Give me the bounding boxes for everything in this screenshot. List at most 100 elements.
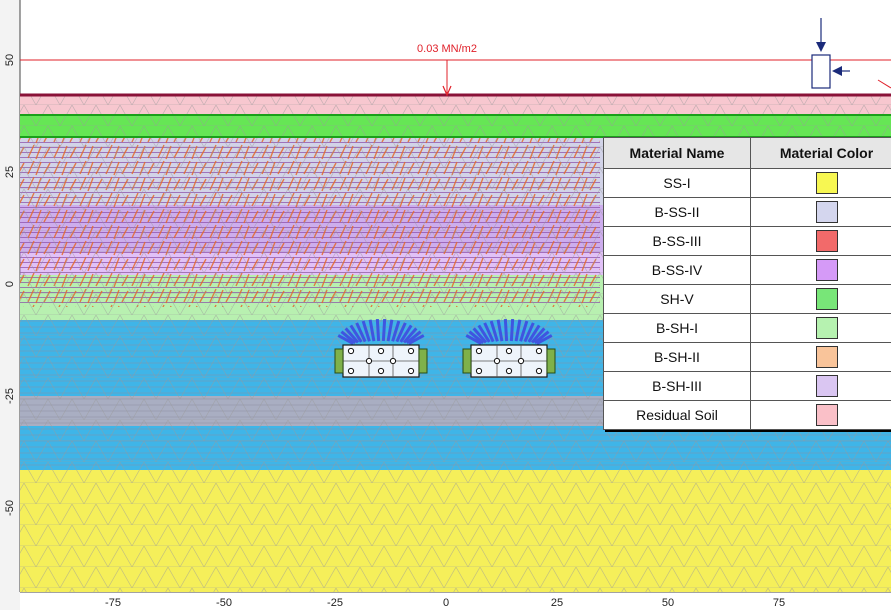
rock-bolt [489,320,499,342]
legend-material-name: B-SH-I [603,313,751,343]
rock-bolt [503,318,509,342]
x-axis-ticks: -75 -50 -25 0 25 50 75 [105,597,785,609]
mesh-node [475,347,483,355]
rock-bolt [399,324,413,343]
rock-bolt [408,334,425,345]
legend-color-swatch [815,230,838,252]
rock-bolt [368,319,376,342]
mesh-node [535,347,543,355]
mesh-node [347,347,355,355]
load-label: 0.03 MN/m2 [417,43,477,55]
mesh-node [505,367,513,375]
mesh-node [377,347,385,355]
legend-row: B-SS-III [603,226,891,256]
legend-color-swatch [815,259,838,281]
side-support [462,348,472,374]
mesh-node [505,347,513,355]
legend-material-name: B-SS-IV [603,255,751,285]
legend-color-swatch [815,404,838,426]
y-tick-label: -50 [4,500,16,516]
y-tick-label: 0 [4,281,16,287]
rock-bolt [483,322,495,343]
y-tick-label: 25 [4,166,16,178]
vertical-ruler [0,0,20,610]
legend-row: Residual Soil [603,400,891,430]
y-axis-ticks: 50 25 0 -25 -50 [4,54,16,516]
mesh-node [407,347,415,355]
legend-color-swatch [815,288,838,310]
legend-header-color: Material Color [750,137,891,169]
mesh-node [407,367,415,375]
legend-row: SH-V [603,284,891,314]
rock-bolt [349,324,363,343]
rock-bolt [337,334,354,345]
rock-bolt [496,319,504,342]
rock-bolt [391,320,401,342]
rock-bolt [402,327,418,344]
legend-material-name: B-SH-III [603,371,751,401]
rock-bolt [355,322,367,343]
rock-bolt [344,327,360,344]
x-tick-label: -75 [105,597,121,609]
legend-header-name: Material Name [603,137,751,169]
side-support [418,348,428,374]
boundary-support-icon [811,18,891,89]
legend-row: B-SS-II [603,197,891,227]
rock-bolt [375,318,381,342]
mesh-node [347,367,355,375]
legend-row: SS-I [603,168,891,198]
legend-material-name: B-SS-II [603,197,751,227]
legend-row: B-SH-II [603,342,891,372]
y-tick-label: -25 [4,388,16,404]
legend-row: B-SS-IV [603,255,891,285]
y-tick-label: 50 [4,54,16,66]
x-tick-label: 0 [443,597,449,609]
x-tick-label: -25 [327,597,343,609]
legend-color-swatch [815,317,838,339]
rock-bolt [530,327,546,344]
mesh-node [377,367,385,375]
x-tick-label: -50 [216,597,232,609]
legend-color-swatch [815,375,838,397]
rock-bolt [514,319,522,342]
rock-bolt [523,322,535,343]
mesh-node [475,367,483,375]
legend-material-name: SH-V [603,284,751,314]
load-arrow-head [442,85,452,97]
rock-bolt [405,330,422,345]
x-tick-label: 50 [662,597,674,609]
side-support [546,348,556,374]
mesh-node [365,357,373,365]
rock-bolt [536,334,553,345]
side-support [334,348,344,374]
legend-header-row: Material Name Material Color [603,137,891,169]
rock-bolt [527,324,541,343]
legend-material-name: Residual Soil [603,400,751,430]
rock-bolt [381,318,387,342]
rock-bolt [340,330,357,345]
legend-material-name: B-SH-II [603,342,751,372]
rock-bolt [395,322,407,343]
legend-color-swatch [815,172,838,194]
rock-bolt [509,318,515,342]
rock-bolt [519,320,529,342]
rock-bolt [472,327,488,344]
mesh-node [517,357,525,365]
material-legend-table: Material Name Material Color SS-I B-SS-I… [603,137,891,430]
legend-color-swatch [815,201,838,223]
rock-bolt [468,330,485,345]
legend-row: B-SH-I [603,313,891,343]
x-tick-label: 25 [551,597,563,609]
mesh-node [535,367,543,375]
rock-bolt [361,320,371,342]
legend-color-swatch [815,346,838,368]
rock-bolt [477,324,491,343]
rock-bolt [533,330,550,345]
legend-material-name: B-SS-III [603,226,751,256]
mesh-node [389,357,397,365]
mesh-node [493,357,501,365]
tunnel-left [334,318,428,378]
tunnel-right [462,318,556,378]
rock-bolt [386,319,394,342]
